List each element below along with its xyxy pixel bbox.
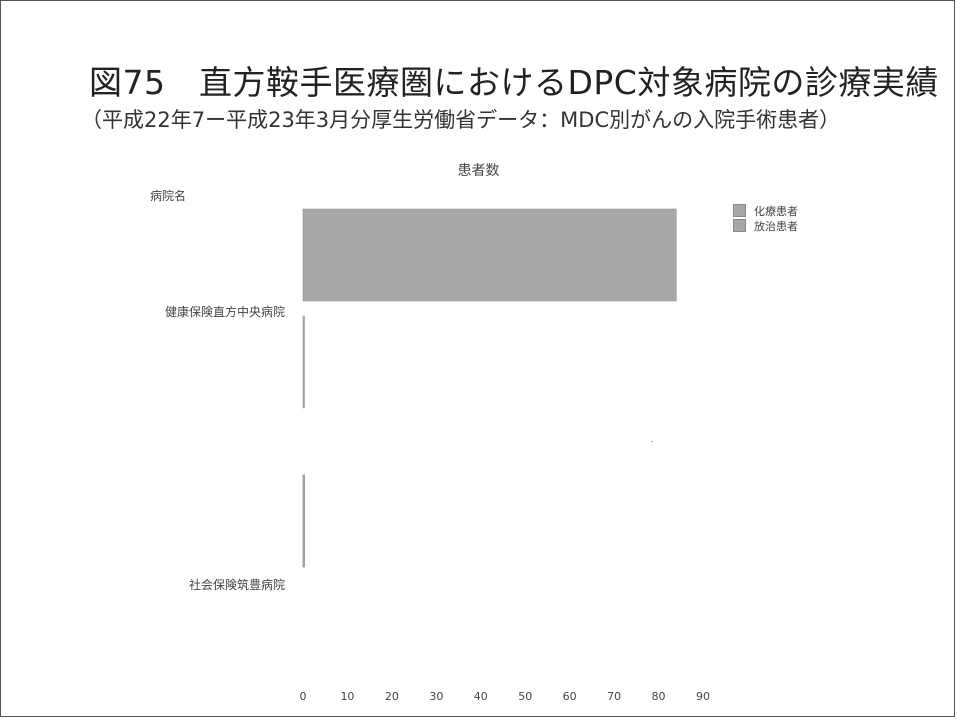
x-tick-label: 10 xyxy=(340,690,354,703)
stray-mark xyxy=(651,441,653,442)
x-tick-label: 20 xyxy=(385,690,399,703)
slide-subtitle: （平成22年7ー平成23年3月分厚生労働省データ：MDC別がんの入院手術患者） xyxy=(81,108,841,132)
category-label: 健康保険直方中央病院 xyxy=(164,305,285,319)
x-tick-label: 50 xyxy=(518,690,532,703)
x-tick-label: 30 xyxy=(429,690,443,703)
chart-legend: 化療患者 放治患者 xyxy=(733,203,798,233)
legend-swatch xyxy=(733,204,746,217)
legend-label: 放治患者 xyxy=(754,219,798,233)
slide-title: 図75 直方鞍手医療圏におけるDPC対象病院の診療実績 xyxy=(89,63,939,102)
category-axis-label: 病院名 xyxy=(150,189,187,203)
category-label: 社会保険筑豊病院 xyxy=(188,578,285,592)
x-tick-label: 40 xyxy=(474,690,488,703)
chart-title: 患者数 xyxy=(457,163,500,179)
legend-item: 放治患者 xyxy=(733,218,798,233)
bar-chemo-0 xyxy=(302,208,677,302)
legend-item: 化療患者 xyxy=(733,203,798,218)
bar-radiation-1 xyxy=(302,474,305,568)
x-tick-label: 90 xyxy=(696,690,710,703)
x-tick-label: 70 xyxy=(607,690,621,703)
x-tick-label: 80 xyxy=(652,690,666,703)
x-tick-label: 60 xyxy=(563,690,577,703)
legend-swatch xyxy=(733,219,746,232)
legend-label: 化療患者 xyxy=(754,204,798,218)
x-tick-label: 0 xyxy=(300,690,307,703)
bar-radiation-0 xyxy=(302,315,305,409)
